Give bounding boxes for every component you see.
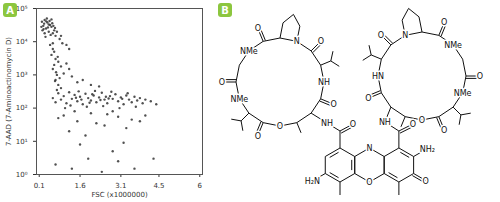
svg-text:O: O (219, 78, 225, 87)
svg-text:O: O (330, 100, 336, 109)
svg-text:10⁰: 10⁰ (16, 171, 28, 179)
svg-text:7-AAD (7-Aminoactinomycin D): 7-AAD (7-Aminoactinomycin D) (5, 37, 13, 146)
svg-text:10¹: 10¹ (16, 138, 28, 146)
svg-text:10⁵: 10⁵ (16, 5, 28, 13)
svg-text:NMe: NMe (444, 41, 462, 50)
svg-text:N: N (402, 31, 408, 40)
svg-text:H₂N: H₂N (305, 177, 320, 186)
svg-text:O: O (255, 132, 261, 141)
svg-text:1.6: 1.6 (74, 182, 86, 190)
svg-text:O: O (365, 94, 371, 103)
svg-text:10³: 10³ (16, 71, 28, 79)
svg-text:4.5: 4.5 (153, 182, 164, 190)
svg-text:O: O (366, 178, 372, 187)
svg-text:B: B (221, 5, 229, 16)
svg-text:N: N (366, 144, 372, 153)
svg-text:0.1: 0.1 (34, 182, 45, 190)
svg-text:HN: HN (372, 72, 384, 81)
svg-text:A: A (6, 5, 14, 16)
svg-text:O: O (255, 24, 261, 33)
svg-text:NMe: NMe (230, 95, 248, 104)
svg-text:O: O (441, 126, 447, 135)
svg-text:O: O (419, 116, 425, 125)
svg-text:NH₂: NH₂ (420, 145, 435, 154)
svg-text:O: O (423, 177, 429, 186)
svg-text:10⁴: 10⁴ (16, 38, 28, 46)
svg-text:O: O (378, 31, 384, 40)
svg-text:3.1: 3.1 (115, 182, 126, 190)
svg-text:6: 6 (198, 182, 203, 190)
svg-text:O: O (410, 120, 416, 129)
svg-text:NMe: NMe (240, 47, 258, 56)
svg-text:10²: 10² (16, 104, 28, 112)
svg-text:NH: NH (379, 118, 391, 127)
svg-text:N: N (294, 37, 300, 46)
svg-text:O: O (350, 120, 356, 129)
svg-text:NMe: NMe (454, 89, 472, 98)
svg-text:O: O (277, 122, 283, 131)
svg-text:O: O (318, 37, 324, 46)
svg-text:NH: NH (318, 78, 330, 87)
svg-text:NH: NH (321, 119, 333, 128)
svg-text:O: O (441, 18, 447, 27)
svg-text:FSC (x1000000): FSC (x1000000) (91, 191, 148, 199)
svg-text:O: O (477, 72, 483, 81)
